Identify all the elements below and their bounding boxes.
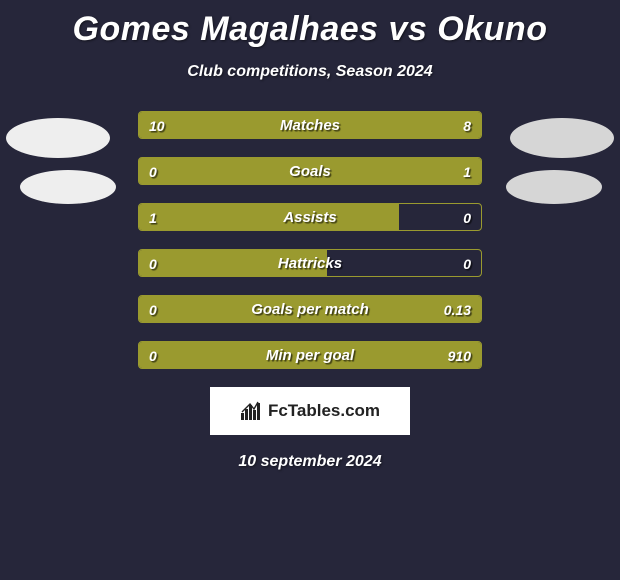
source-badge[interactable]: FcTables.com [210,387,410,435]
stat-label: Hattricks [139,250,481,277]
stat-row-min-per-goal: 0 Min per goal 910 [138,341,482,369]
player-avatar-right-2 [506,170,602,204]
stat-row-goals-per-match: 0 Goals per match 0.13 [138,295,482,323]
value-right: 0 [463,204,471,231]
value-right: 1 [463,158,471,185]
stat-label: Min per goal [139,342,481,369]
stat-row-hattricks: 0 Hattricks 0 [138,249,482,277]
stat-row-assists: 1 Assists 0 [138,203,482,231]
stat-label: Matches [139,112,481,139]
value-right: 8 [463,112,471,139]
stat-label: Goals per match [139,296,481,323]
value-right: 910 [448,342,471,369]
player-avatar-left-2 [20,170,116,204]
value-right: 0.13 [444,296,471,323]
stat-row-matches: 10 Matches 8 [138,111,482,139]
stat-label: Goals [139,158,481,185]
page-title: Gomes Magalhaes vs Okuno [0,0,620,49]
stat-label: Assists [139,204,481,231]
stat-row-goals: 0 Goals 1 [138,157,482,185]
value-right: 0 [463,250,471,277]
date-label: 10 september 2024 [0,453,620,471]
subtitle: Club competitions, Season 2024 [0,63,620,81]
badge-text: FcTables.com [268,401,380,421]
stat-rows: 10 Matches 8 0 Goals 1 1 Assists 0 0 Hat… [138,111,482,369]
player-avatar-right [510,118,614,158]
bars-icon [240,401,262,421]
player-avatar-left [6,118,110,158]
